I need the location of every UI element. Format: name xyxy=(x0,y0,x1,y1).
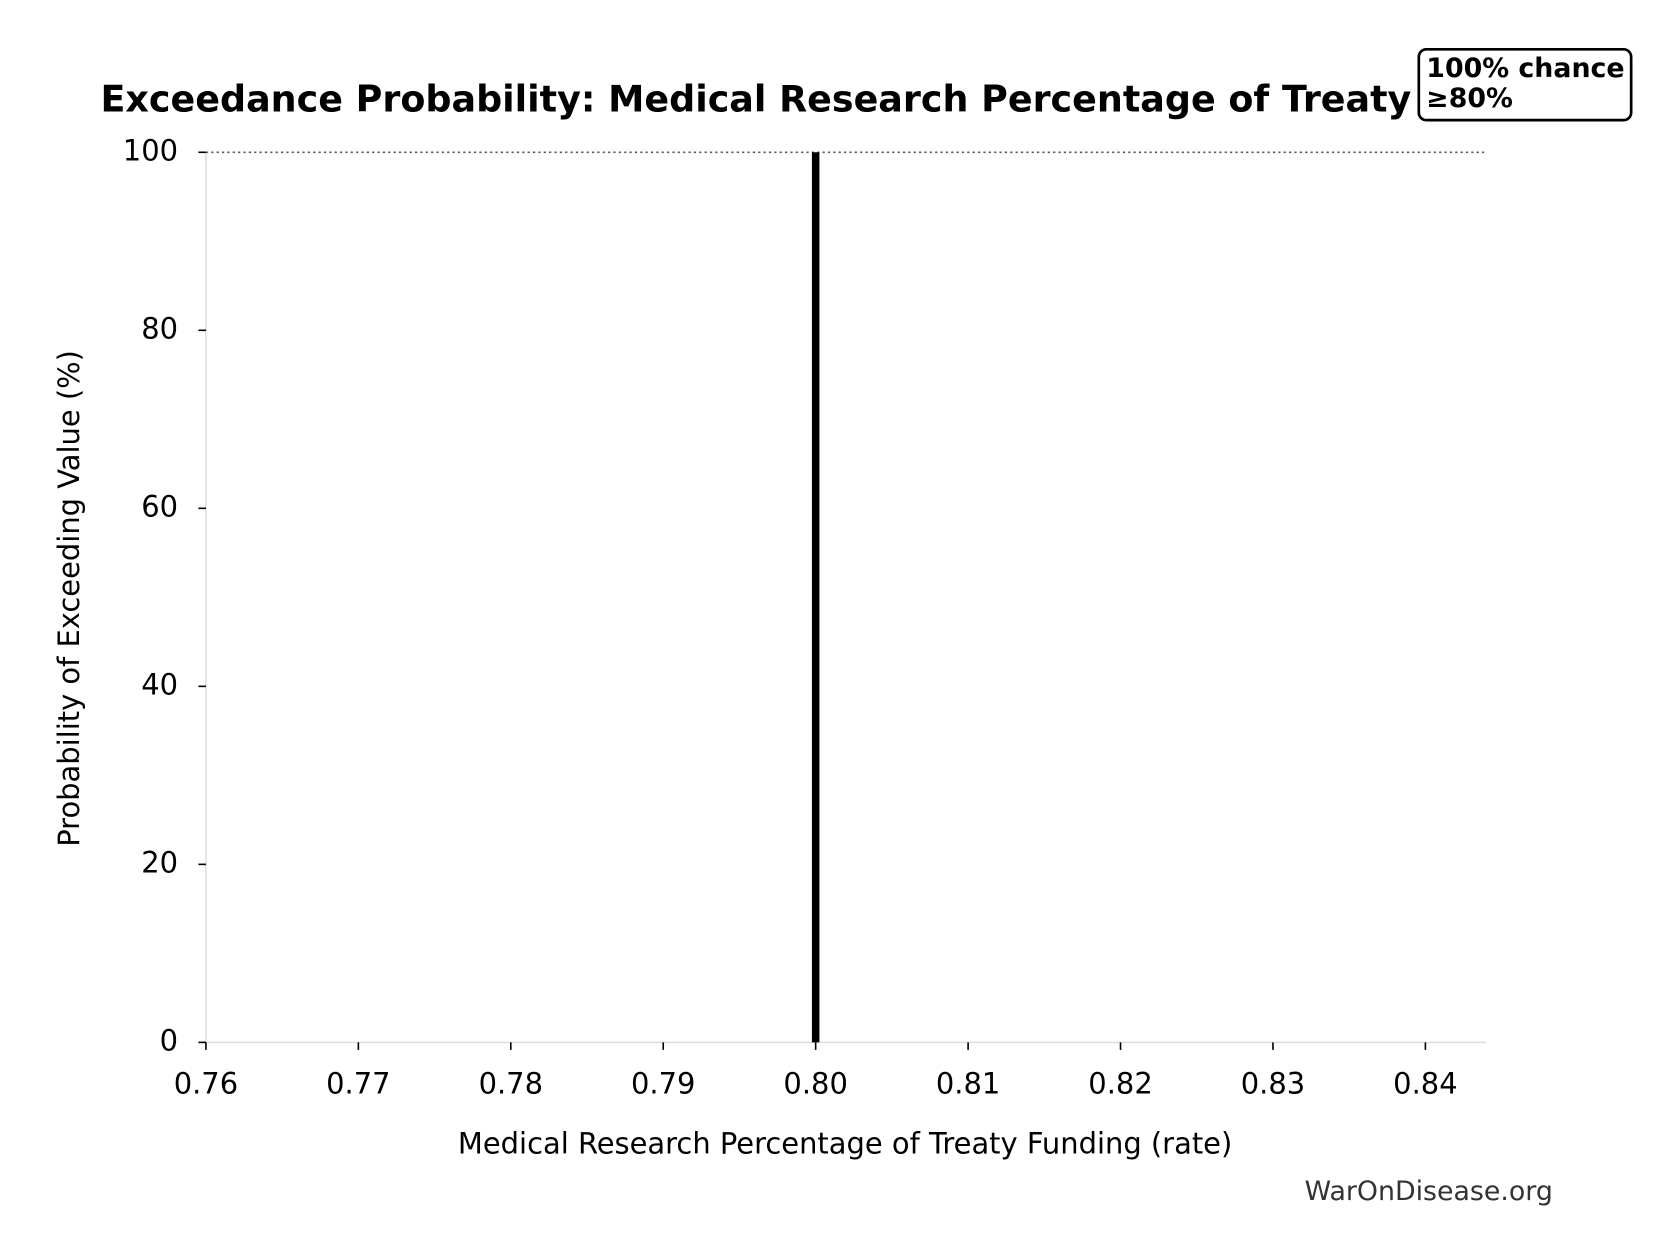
x-tick-label: 0.80 xyxy=(783,1066,847,1100)
annotation-box xyxy=(1417,47,1633,122)
x-axis-label: Medical Research Percentage of Treaty Fu… xyxy=(458,1126,1232,1160)
x-tick-label: 0.76 xyxy=(174,1066,238,1100)
y-tick-label: 80 xyxy=(141,311,178,345)
x-tick-label: 0.79 xyxy=(631,1066,695,1100)
x-tick-label: 0.84 xyxy=(1393,1066,1457,1100)
annotation-text: ≥80% xyxy=(1426,83,1513,114)
y-tick-label: 20 xyxy=(141,845,178,879)
x-tick-label: 0.83 xyxy=(1241,1066,1305,1100)
chart-title: Exceedance Probability: Medical Research… xyxy=(101,77,1590,120)
y-tick-label: 60 xyxy=(141,489,178,523)
y-axis-label: Probability of Exceeding Value (%) xyxy=(52,350,86,847)
x-tick-label: 0.81 xyxy=(936,1066,1000,1100)
y-tick-label: 100 xyxy=(123,133,178,167)
x-tick-label: 0.77 xyxy=(326,1066,390,1100)
watermark: WarOnDisease.org xyxy=(1305,1176,1553,1207)
x-tick-label: 0.82 xyxy=(1088,1066,1152,1100)
annotation-text: 100% chance xyxy=(1426,53,1624,84)
y-tick-label: 0 xyxy=(160,1023,178,1057)
x-tick-label: 0.78 xyxy=(479,1066,543,1100)
y-tick-label: 40 xyxy=(141,667,178,701)
